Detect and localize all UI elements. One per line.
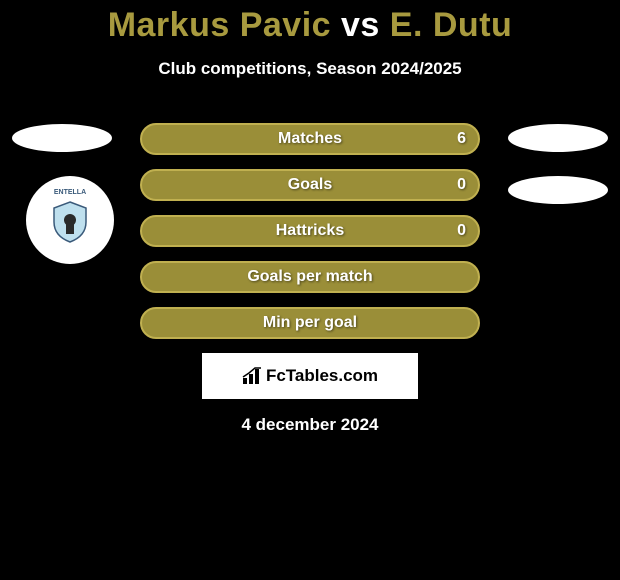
vs-text: vs	[341, 6, 380, 44]
bars-icon	[242, 367, 264, 385]
stat-rows: Matches 6 Goals 0 Hattricks 0 Goals per …	[0, 123, 620, 339]
generated-date: 4 december 2024	[0, 415, 620, 435]
stat-value-right: 0	[457, 176, 466, 194]
comparison-title: Markus Pavic vs E. Dutu	[0, 0, 620, 45]
stat-pill-hattricks: Hattricks 0	[140, 215, 480, 247]
stat-label: Matches	[278, 130, 342, 148]
stat-row: Matches 6	[0, 123, 620, 155]
stat-value-right: 6	[457, 130, 466, 148]
brand-box: FcTables.com	[202, 353, 418, 399]
stat-pill-goals: Goals 0	[140, 169, 480, 201]
stat-pill-min-per-goal: Min per goal	[140, 307, 480, 339]
stat-label: Min per goal	[263, 314, 357, 332]
stat-label: Hattricks	[276, 222, 344, 240]
stat-label: Goals per match	[247, 268, 372, 286]
stat-value-right: 0	[457, 222, 466, 240]
stat-row: Goals 0	[0, 169, 620, 201]
stat-row: Hattricks 0	[0, 215, 620, 247]
stat-pill-matches: Matches 6	[140, 123, 480, 155]
brand-logo: FcTables.com	[242, 366, 378, 386]
player1-name: Markus Pavic	[108, 6, 331, 44]
stat-row: Min per goal	[0, 307, 620, 339]
stat-label: Goals	[288, 176, 332, 194]
brand-text: FcTables.com	[266, 366, 378, 386]
stat-row: Goals per match	[0, 261, 620, 293]
stat-pill-goals-per-match: Goals per match	[140, 261, 480, 293]
subtitle: Club competitions, Season 2024/2025	[0, 59, 620, 79]
player2-name: E. Dutu	[390, 6, 512, 44]
